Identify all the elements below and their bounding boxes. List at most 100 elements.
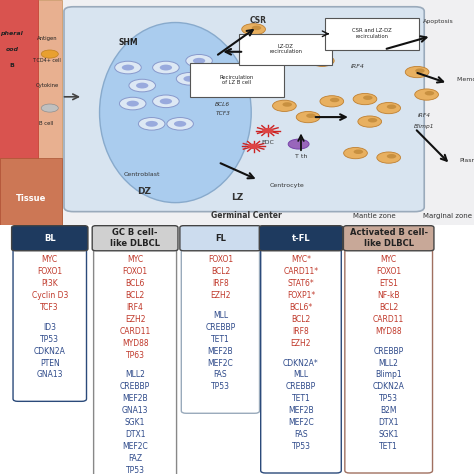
Text: BCL2: BCL2 [126, 292, 145, 301]
Text: SGK1: SGK1 [125, 418, 145, 427]
Circle shape [377, 152, 401, 163]
Text: B cell: B cell [39, 121, 54, 127]
Text: FOXP1*: FOXP1* [287, 292, 315, 301]
FancyBboxPatch shape [259, 226, 343, 251]
Circle shape [405, 66, 429, 78]
Circle shape [160, 64, 172, 71]
Circle shape [306, 113, 316, 118]
FancyBboxPatch shape [325, 18, 419, 50]
Circle shape [119, 97, 146, 110]
FancyBboxPatch shape [345, 247, 432, 473]
Circle shape [153, 95, 179, 108]
Text: IRF8: IRF8 [212, 279, 229, 288]
Circle shape [242, 24, 265, 35]
Text: Activated B cell-
like DLBCL: Activated B cell- like DLBCL [350, 228, 428, 248]
Circle shape [41, 50, 58, 58]
Circle shape [127, 100, 139, 107]
Text: CSR: CSR [250, 16, 267, 25]
Text: CARD11: CARD11 [373, 315, 404, 324]
FancyBboxPatch shape [261, 247, 341, 473]
Text: IRF8: IRF8 [292, 327, 310, 336]
Circle shape [248, 144, 259, 149]
FancyBboxPatch shape [11, 226, 88, 251]
FancyBboxPatch shape [13, 247, 86, 401]
Text: ID3: ID3 [43, 323, 56, 332]
FancyBboxPatch shape [181, 247, 259, 413]
Circle shape [288, 139, 309, 149]
Text: FDC: FDC [261, 140, 274, 145]
Text: BCL6*: BCL6* [289, 303, 313, 312]
Text: ood: ood [5, 47, 18, 52]
Text: EZH2: EZH2 [210, 292, 231, 301]
FancyBboxPatch shape [239, 34, 332, 65]
FancyBboxPatch shape [0, 0, 62, 225]
Circle shape [387, 104, 396, 109]
Circle shape [283, 102, 292, 107]
Text: LZ: LZ [231, 193, 243, 202]
Text: Antigen: Antigen [37, 36, 58, 41]
Circle shape [320, 57, 330, 62]
Text: CREBBP: CREBBP [374, 346, 404, 356]
Text: TP53: TP53 [40, 335, 59, 344]
Text: CDKN2A: CDKN2A [373, 383, 405, 392]
Text: Centrocyte: Centrocyte [269, 183, 304, 188]
Circle shape [387, 154, 396, 158]
Text: MEF2B: MEF2B [288, 406, 314, 415]
Text: EZH2: EZH2 [291, 339, 311, 348]
Text: TET1: TET1 [292, 394, 310, 403]
Circle shape [167, 118, 193, 130]
Text: Centroblast: Centroblast [124, 172, 161, 177]
Text: B2M: B2M [381, 406, 397, 415]
Text: MYD88: MYD88 [122, 339, 148, 348]
Text: TET1: TET1 [211, 335, 230, 344]
FancyBboxPatch shape [0, 0, 38, 225]
Text: STAT6*: STAT6* [288, 279, 314, 288]
FancyBboxPatch shape [0, 0, 474, 225]
Text: PI3K: PI3K [41, 279, 58, 288]
Text: CDKN2A: CDKN2A [34, 346, 66, 356]
Text: TP53: TP53 [211, 383, 230, 392]
Text: MEF2B: MEF2B [122, 394, 148, 403]
Text: FAS: FAS [294, 430, 308, 439]
Text: MLL2: MLL2 [125, 371, 145, 380]
Circle shape [354, 149, 363, 154]
Text: FAZ: FAZ [128, 454, 142, 463]
Circle shape [415, 68, 425, 73]
Text: FOXO1: FOXO1 [208, 255, 233, 264]
Text: MYC: MYC [42, 255, 58, 264]
Text: Plasma: Plasma [460, 158, 474, 163]
FancyBboxPatch shape [93, 247, 176, 474]
Circle shape [358, 116, 382, 127]
Text: Recirculation
of LZ B cell: Recirculation of LZ B cell [220, 74, 254, 85]
FancyBboxPatch shape [343, 226, 434, 251]
Circle shape [297, 50, 306, 55]
Text: Memory B: Memory B [457, 77, 474, 82]
Text: ETS1: ETS1 [379, 279, 398, 288]
Circle shape [262, 128, 273, 133]
Text: IRF4: IRF4 [351, 64, 365, 69]
Text: BCL2: BCL2 [379, 303, 398, 312]
Circle shape [425, 91, 434, 95]
Circle shape [287, 48, 310, 60]
Circle shape [415, 89, 438, 100]
Text: IRF4: IRF4 [127, 303, 144, 312]
Text: MEF2C: MEF2C [288, 418, 314, 427]
Text: FOXO1: FOXO1 [122, 267, 148, 276]
Text: BL: BL [44, 234, 55, 243]
Text: SGK1: SGK1 [379, 430, 399, 439]
Circle shape [122, 64, 134, 71]
Text: TP53: TP53 [126, 466, 145, 474]
Text: EZH2: EZH2 [125, 315, 146, 324]
Text: TCF3: TCF3 [215, 111, 230, 116]
Ellipse shape [100, 23, 251, 203]
Circle shape [344, 147, 367, 159]
Text: MYC: MYC [127, 255, 143, 264]
Text: Blimp1: Blimp1 [375, 371, 402, 380]
Circle shape [377, 102, 401, 114]
Text: FAS: FAS [214, 371, 227, 380]
FancyBboxPatch shape [64, 7, 424, 211]
FancyBboxPatch shape [190, 63, 284, 97]
Circle shape [129, 79, 155, 92]
Text: MYD88: MYD88 [375, 327, 402, 336]
Circle shape [146, 121, 158, 127]
